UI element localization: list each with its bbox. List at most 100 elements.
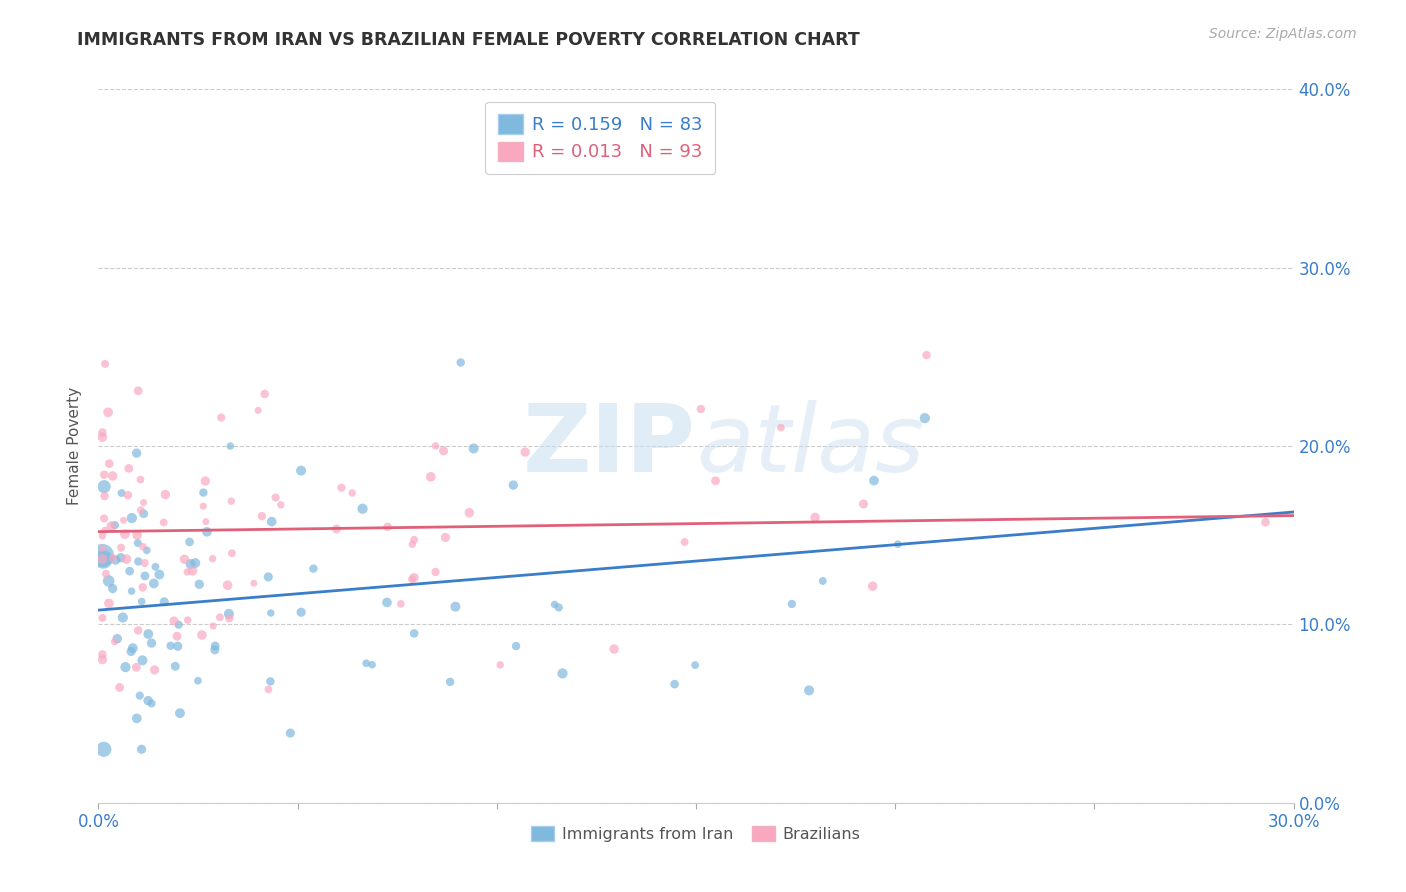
Point [434, 530, 457, 544]
Point [105, 632, 128, 646]
Point [125, 660, 148, 674]
Point [176, 613, 198, 627]
Point [165, 659, 187, 673]
Point [127, 624, 149, 638]
Point [184, 556, 207, 570]
Point [673, 535, 696, 549]
Point [131, 594, 153, 608]
Point [219, 439, 242, 453]
Point [136, 627, 159, 641]
Point [110, 486, 132, 500]
Point [121, 584, 143, 599]
Point [515, 445, 537, 459]
Point [219, 494, 242, 508]
Point [91, 552, 114, 566]
Point [121, 641, 143, 656]
Point [354, 657, 377, 671]
Point [377, 520, 399, 534]
Point [290, 464, 312, 478]
Point [201, 551, 224, 566]
Point [104, 518, 127, 533]
Point [135, 543, 157, 558]
Text: IMMIGRANTS FROM IRAN VS BRAZILIAN FEMALE POVERTY CORRELATION CHART: IMMIGRANTS FROM IRAN VS BRAZILIAN FEMALE… [77, 31, 860, 49]
Point [194, 474, 217, 488]
Point [159, 639, 181, 653]
Point [1254, 515, 1277, 529]
Point [91, 552, 114, 566]
Point [221, 546, 243, 560]
Point [811, 574, 834, 588]
Point [505, 639, 527, 653]
Point [361, 657, 384, 672]
Point [117, 488, 139, 502]
Legend: Immigrants from Iran, Brazilians: Immigrants from Iran, Brazilians [524, 820, 868, 848]
Point [804, 510, 827, 524]
Point [136, 693, 159, 707]
Point [132, 580, 155, 594]
Point [97, 405, 120, 419]
Point [153, 595, 176, 609]
Point [93, 480, 115, 494]
Point [129, 473, 152, 487]
Point [91, 529, 114, 543]
Point [340, 486, 363, 500]
Point [134, 556, 156, 570]
Point [91, 430, 114, 444]
Point [127, 554, 149, 568]
Point [169, 706, 191, 720]
Point [404, 626, 426, 640]
Point [141, 636, 163, 650]
Point [253, 387, 276, 401]
Point [780, 597, 803, 611]
Point [167, 617, 190, 632]
Point [463, 442, 485, 456]
Point [704, 474, 727, 488]
Point [330, 481, 353, 495]
Point [208, 610, 231, 624]
Point [187, 673, 209, 688]
Point [91, 541, 114, 556]
Point [250, 509, 273, 524]
Point [352, 501, 374, 516]
Point [689, 402, 711, 417]
Point [166, 639, 188, 653]
Point [502, 478, 524, 492]
Point [425, 439, 447, 453]
Point [134, 569, 156, 583]
Point [375, 595, 398, 609]
Point [127, 536, 149, 550]
Point [101, 582, 124, 596]
Point [163, 614, 186, 628]
Point [432, 443, 454, 458]
Point [404, 571, 426, 585]
Point [852, 497, 875, 511]
Point [141, 697, 163, 711]
Point [450, 355, 472, 369]
Point [543, 598, 565, 612]
Point [280, 726, 302, 740]
Point [108, 681, 131, 695]
Point [863, 474, 886, 488]
Point [769, 420, 792, 434]
Text: atlas: atlas [696, 401, 924, 491]
Point [132, 540, 155, 554]
Point [302, 561, 325, 575]
Point [93, 489, 115, 503]
Point [191, 628, 214, 642]
Point [401, 537, 423, 551]
Point [195, 524, 218, 539]
Point [110, 541, 132, 555]
Point [551, 666, 574, 681]
Point [93, 467, 115, 482]
Point [260, 606, 283, 620]
Point [444, 599, 467, 614]
Point [91, 425, 114, 440]
Point [94, 357, 117, 371]
Point [118, 461, 141, 475]
Point [100, 519, 122, 533]
Text: Source: ZipAtlas.com: Source: ZipAtlas.com [1209, 27, 1357, 41]
Point [115, 552, 138, 566]
Point [125, 446, 148, 460]
Point [419, 470, 441, 484]
Point [439, 674, 461, 689]
